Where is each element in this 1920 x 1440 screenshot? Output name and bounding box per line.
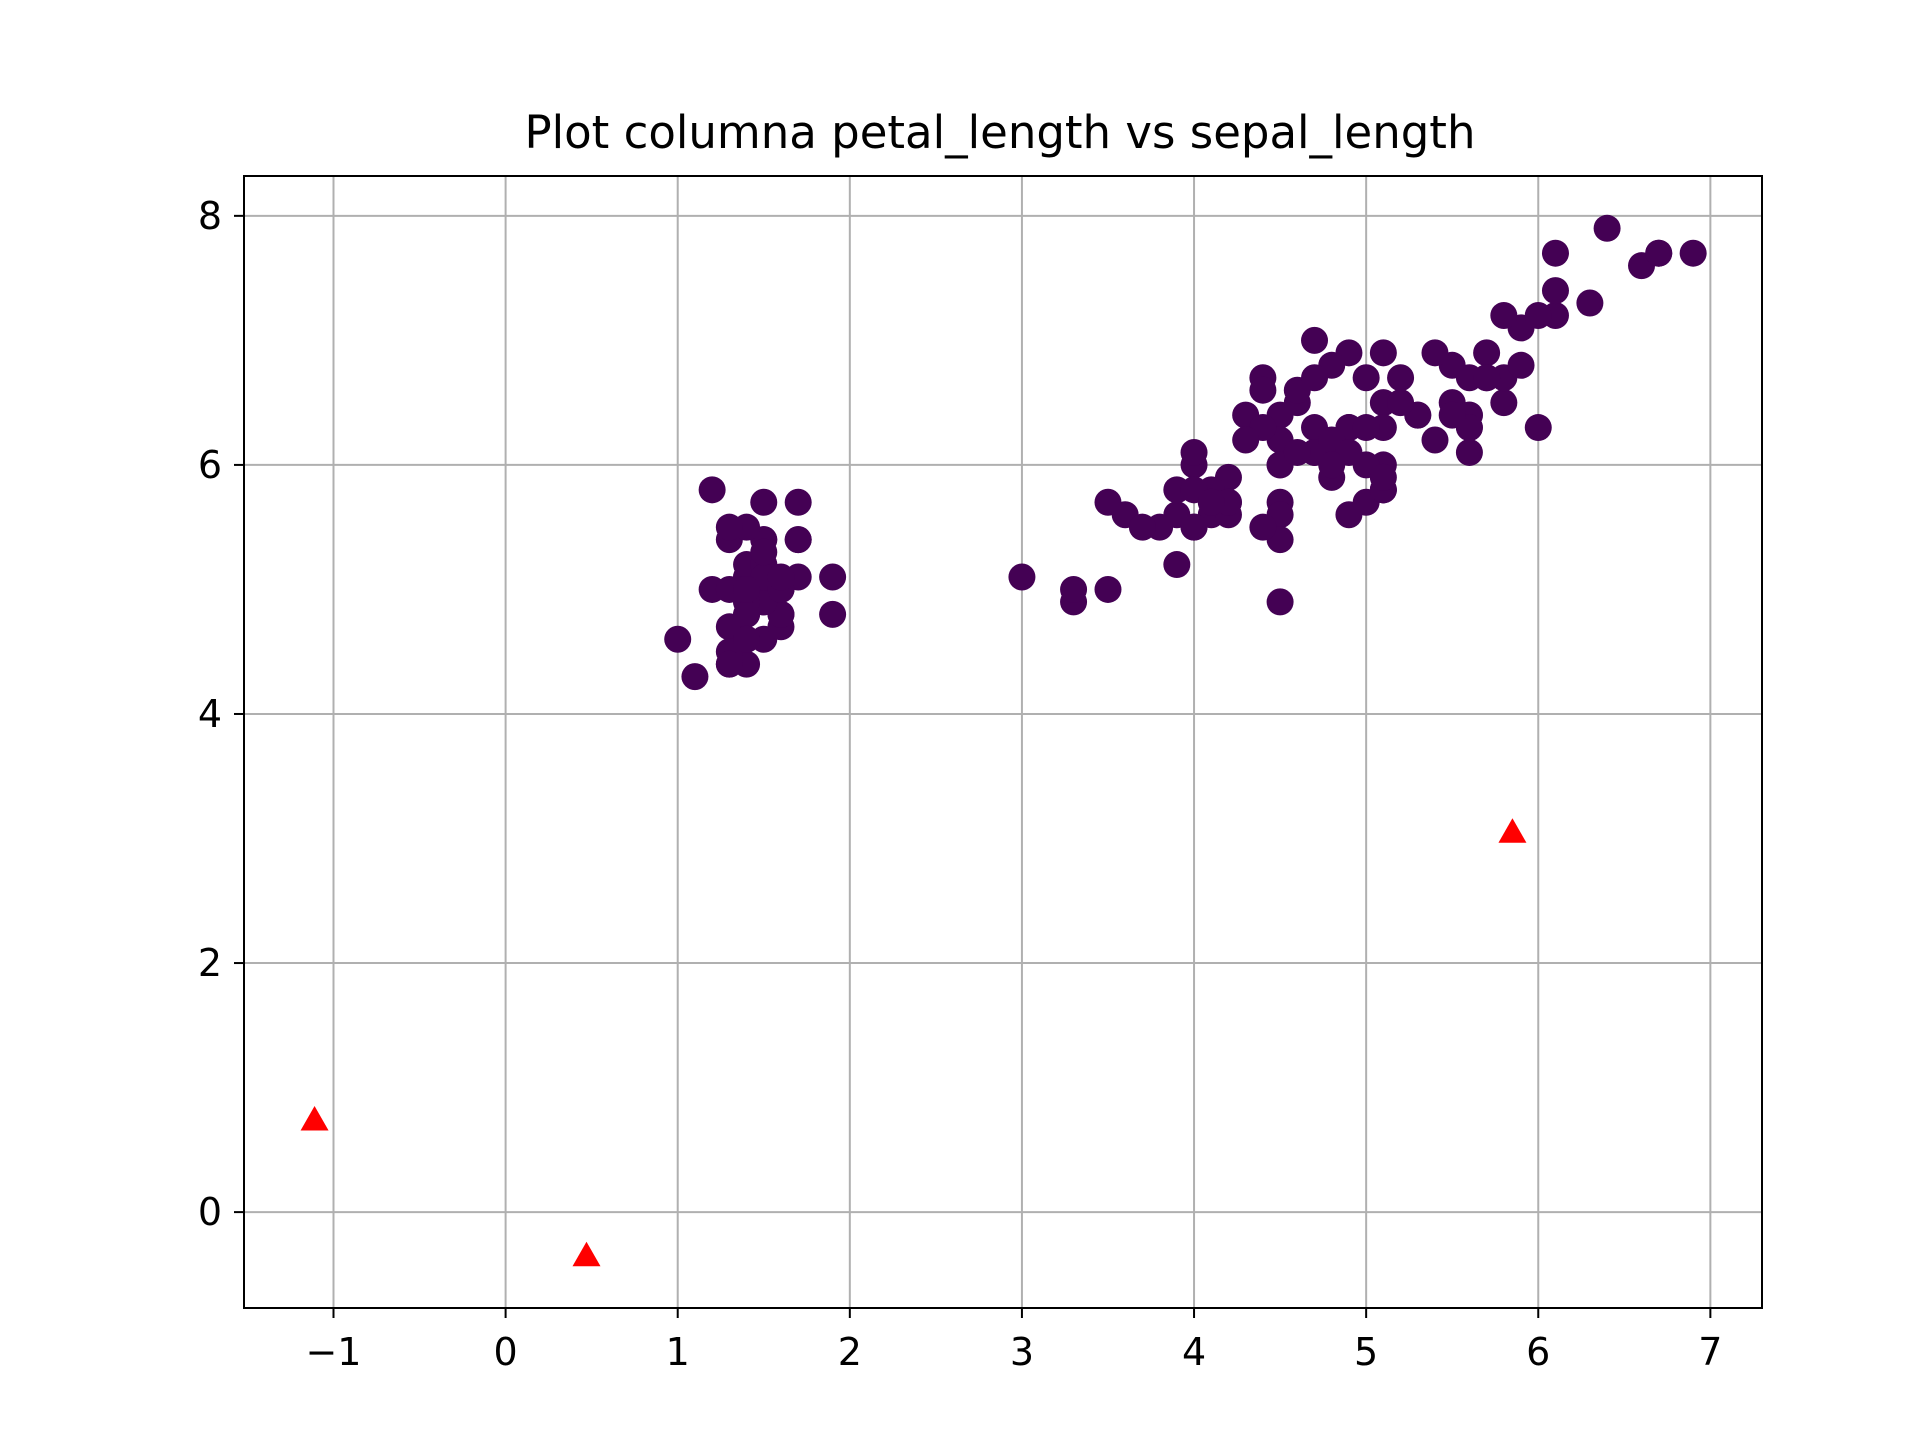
- data-point: [1473, 339, 1501, 367]
- axes-frame: [243, 175, 1763, 1309]
- data-point: [1301, 364, 1329, 392]
- centroid-marker: [572, 1241, 601, 1267]
- data-point: [715, 513, 743, 541]
- data-point: [1094, 488, 1122, 516]
- data-point: [1507, 351, 1535, 379]
- data-point: [1576, 289, 1604, 317]
- data-point: [767, 563, 795, 591]
- data-point: [1679, 239, 1707, 267]
- y-tick-label: 8: [198, 194, 222, 238]
- data-point: [1094, 575, 1122, 603]
- data-point: [1593, 214, 1621, 242]
- y-tick-label: 2: [198, 941, 222, 985]
- data-point: [750, 538, 778, 566]
- data-point: [1283, 438, 1311, 466]
- chart-title: Plot columna petal_length vs sepal_lengt…: [525, 106, 1476, 159]
- x-tick-label: 1: [666, 1330, 690, 1374]
- x-tick-label: 6: [1526, 1330, 1550, 1374]
- data-point: [1197, 488, 1225, 516]
- data-point: [1266, 588, 1294, 616]
- data-point: [733, 625, 761, 653]
- data-point: [1369, 339, 1397, 367]
- y-tick-label: 4: [198, 692, 222, 736]
- data-point: [698, 476, 726, 504]
- data-point: [1490, 301, 1518, 329]
- data-point: [1524, 414, 1552, 442]
- data-point: [1249, 376, 1277, 404]
- y-tick-label: 6: [198, 443, 222, 487]
- y-tick-label: 0: [198, 1190, 222, 1234]
- data-point: [1352, 364, 1380, 392]
- data-point: [1163, 551, 1191, 579]
- data-point: [1008, 563, 1036, 591]
- data-point: [1180, 513, 1208, 541]
- data-point: [1421, 339, 1449, 367]
- data-point: [1335, 501, 1363, 529]
- data-point: [1541, 277, 1569, 305]
- data-point: [784, 526, 812, 554]
- data-point: [750, 488, 778, 516]
- grid-lines: [244, 176, 1762, 1308]
- data-point: [1541, 239, 1569, 267]
- data-marks: [300, 214, 1707, 1267]
- axis-ticks: −1 0 1 2 3 4 5 6 7 0 2 4 6 8: [198, 194, 1723, 1374]
- data-point: [664, 625, 692, 653]
- data-point: [1387, 364, 1415, 392]
- data-point: [1352, 414, 1380, 442]
- data-point: [1180, 438, 1208, 466]
- data-point: [1128, 513, 1156, 541]
- data-point: [733, 575, 761, 603]
- x-tick-label: 4: [1182, 1330, 1206, 1374]
- centroid-marker: [1498, 818, 1527, 843]
- data-point: [1455, 438, 1483, 466]
- data-point: [1421, 426, 1449, 454]
- x-tick-label: 7: [1698, 1330, 1722, 1374]
- data-point: [1524, 301, 1552, 329]
- data-point: [784, 488, 812, 516]
- data-point: [819, 563, 847, 591]
- data-point: [681, 663, 709, 691]
- data-point: [1301, 326, 1329, 354]
- data-point: [1490, 389, 1518, 417]
- data-point: [1438, 401, 1466, 429]
- x-tick-label: 2: [838, 1330, 862, 1374]
- data-point: [1369, 463, 1397, 491]
- x-tick-label: 0: [494, 1330, 518, 1374]
- centroid-marker: [300, 1105, 329, 1131]
- data-point: [1060, 575, 1088, 603]
- data-point: [1318, 451, 1346, 479]
- data-point: [1232, 426, 1260, 454]
- data-point: [733, 600, 761, 628]
- data-point: [715, 650, 743, 678]
- data-point: [1645, 239, 1673, 267]
- x-tick-label: 5: [1354, 1330, 1378, 1374]
- x-tick-label: 3: [1010, 1330, 1034, 1374]
- x-tick-label: −1: [305, 1330, 361, 1374]
- data-point: [1473, 364, 1501, 392]
- data-point: [1249, 513, 1277, 541]
- data-point: [1387, 389, 1415, 417]
- data-point: [819, 600, 847, 628]
